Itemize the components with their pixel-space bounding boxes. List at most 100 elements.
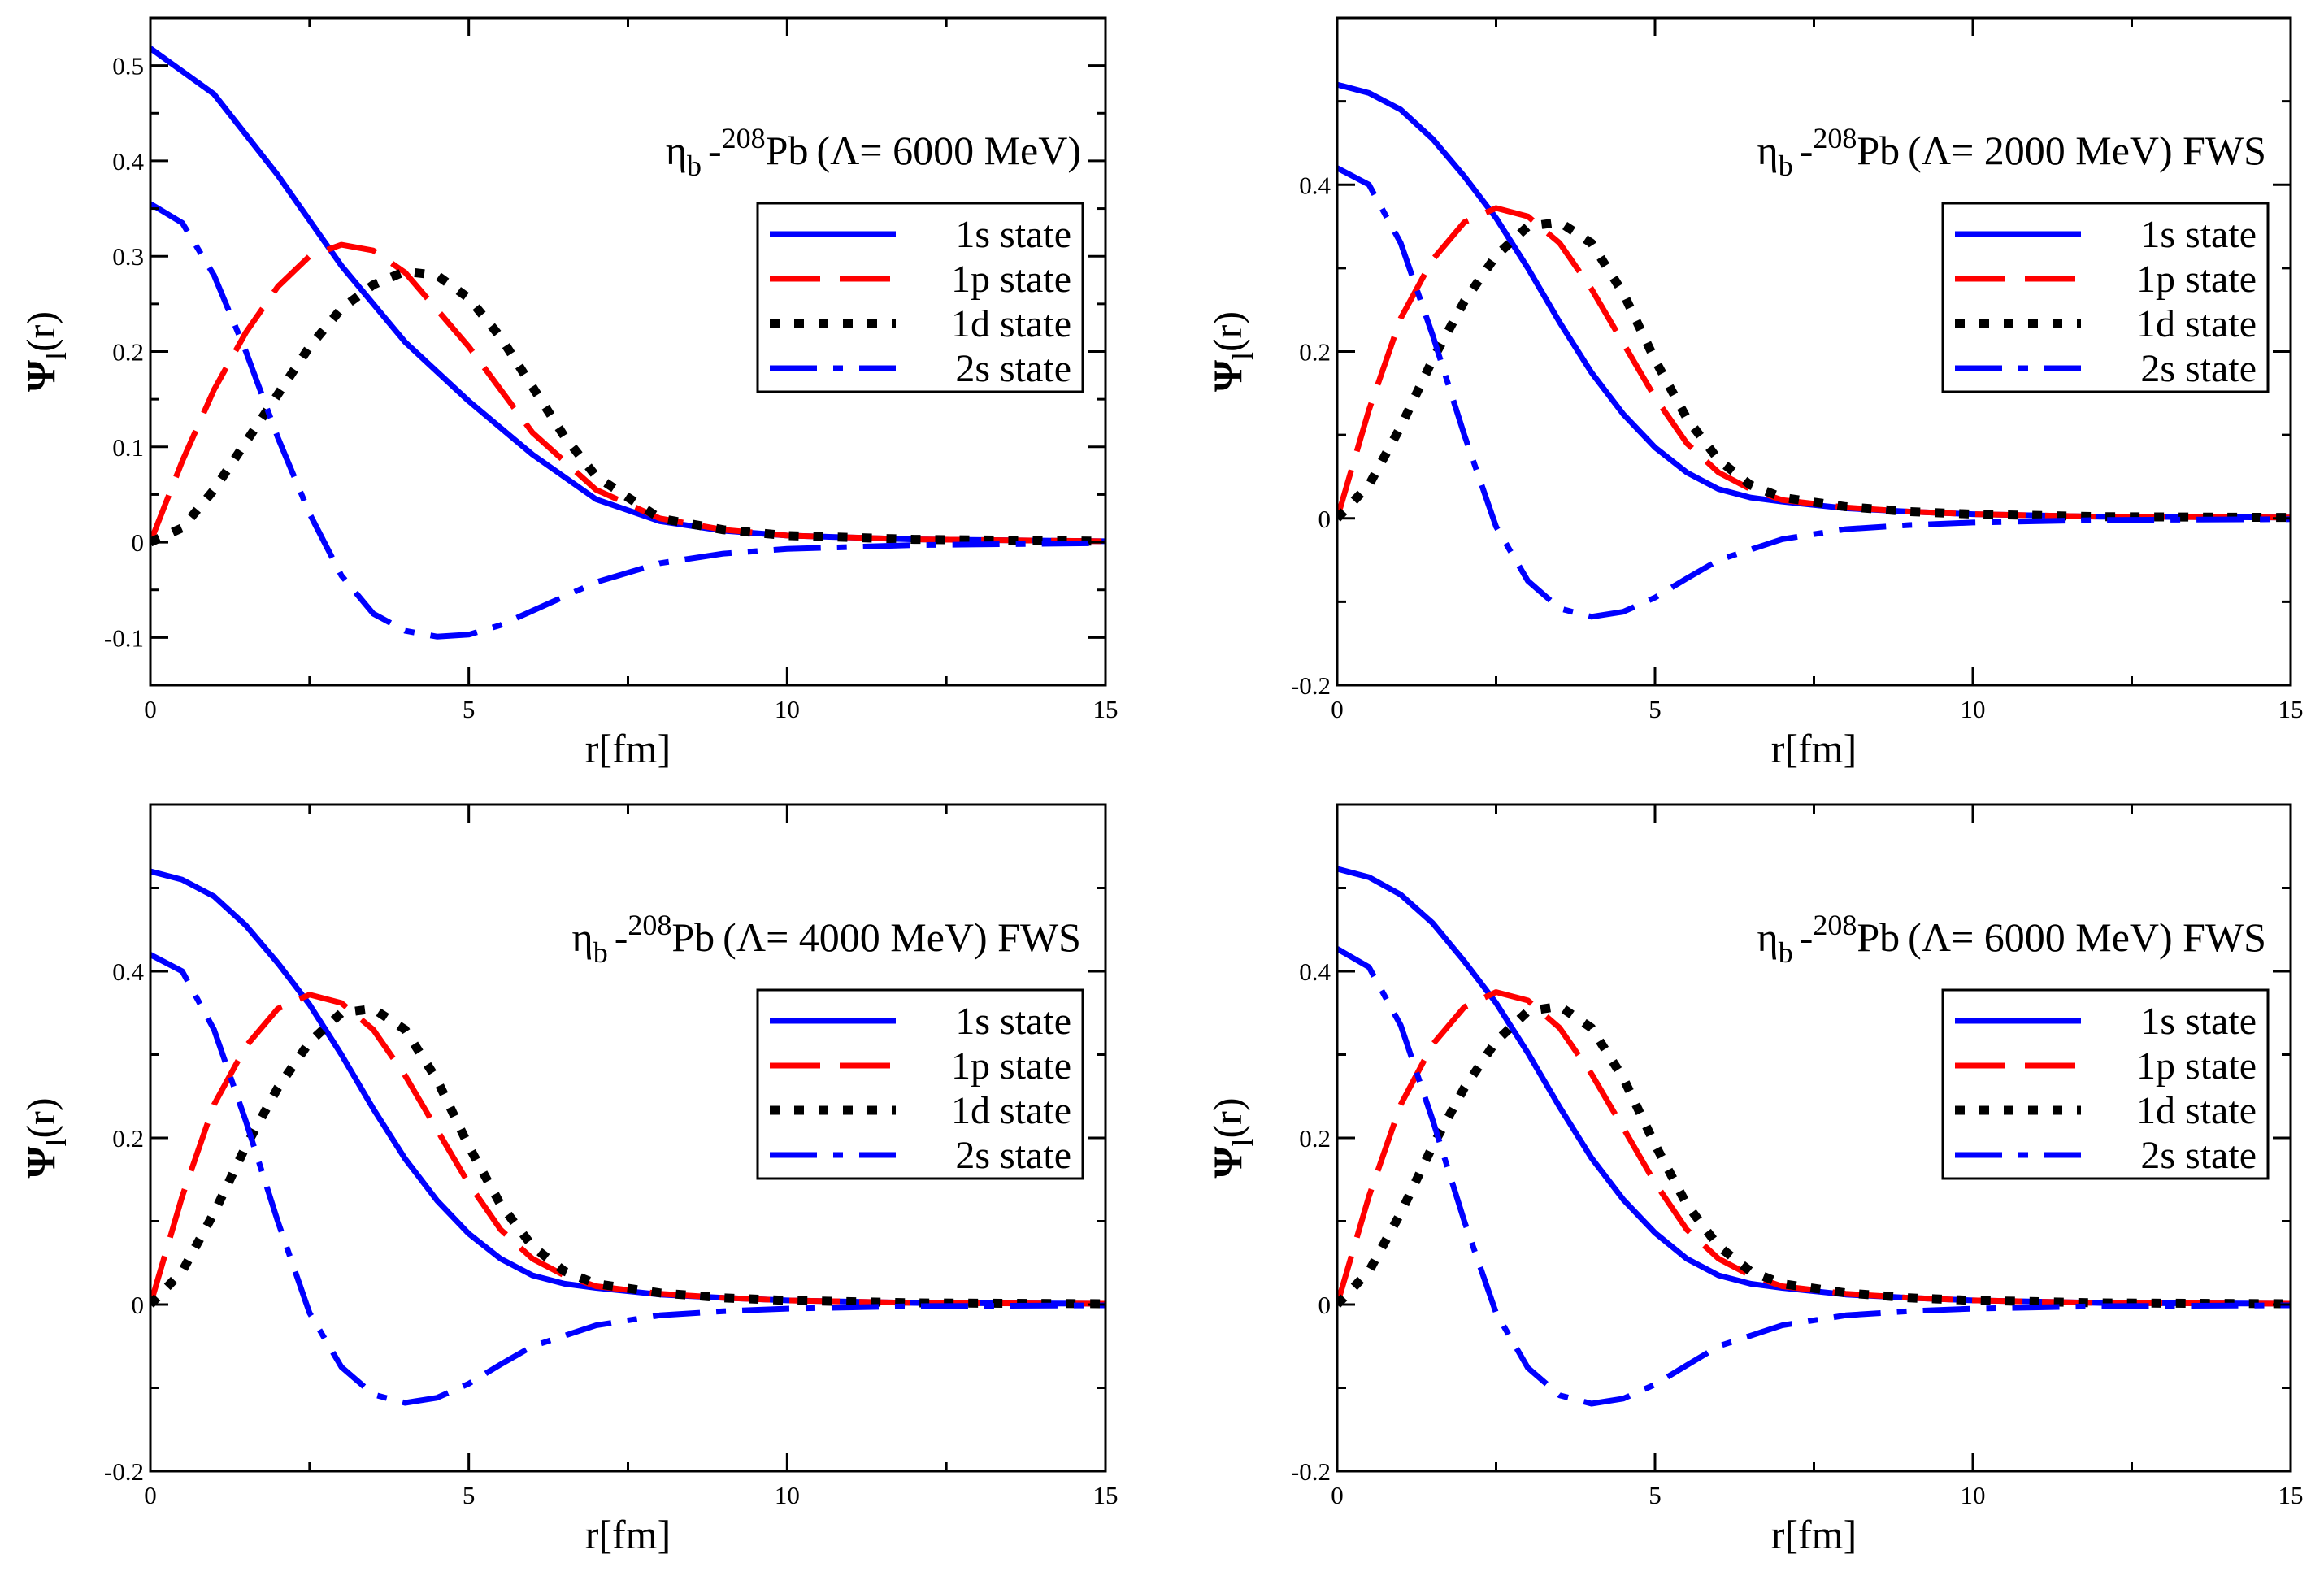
y-tick-label: 0	[1318, 1291, 1331, 1319]
legend-label: 1p state	[951, 258, 1071, 301]
y-tick-label: -0.2	[1291, 671, 1331, 700]
chart-title: ηb -208Pb (Λ= 4000 MeV) FWS	[572, 909, 1081, 969]
y-axis-label-main: Ψ	[1205, 1146, 1250, 1178]
x-tick-label: 10	[1961, 1481, 1986, 1509]
title-params: (Λ= 4000 MeV) FWS	[723, 914, 1081, 960]
series-line-2s-state	[1337, 946, 2291, 1407]
x-tick-label: 5	[463, 1481, 476, 1509]
series-line-2s-state	[150, 201, 1106, 640]
title-mass-number: 208	[722, 122, 766, 154]
title-particle-sub: b	[687, 150, 702, 182]
series-line-1s-state	[1337, 81, 2291, 521]
legend-label: 1d state	[951, 1089, 1071, 1132]
title-params: (Λ= 6000 MeV) FWS	[1908, 914, 2266, 960]
x-tick-label: 0	[1331, 695, 1344, 723]
y-tick-label: -0.2	[104, 1457, 144, 1486]
x-tick-label: 5	[1649, 1481, 1662, 1509]
x-tick-label: 10	[1961, 695, 1986, 723]
x-tick-label: 10	[775, 695, 800, 723]
title-mass-number: 208	[1813, 909, 1857, 941]
legend-label: 1p state	[2136, 1044, 2257, 1088]
x-axis-label: r[fm]	[585, 726, 671, 771]
title-nucleus: Pb	[1857, 128, 1900, 173]
y-axis-label: Ψl(r)	[1205, 1098, 1259, 1179]
y-axis-label-arg: (r)	[1205, 311, 1250, 352]
chart-title: ηb -208Pb (Λ= 6000 MeV)	[666, 122, 1081, 182]
y-tick-label: 0	[132, 1291, 145, 1319]
y-tick-label: 0.4	[1299, 957, 1331, 986]
y-tick-label: 0.3	[112, 242, 144, 271]
title-particle-sub: b	[1779, 150, 1793, 182]
chart-title: ηb -208Pb (Λ= 2000 MeV) FWS	[1757, 122, 2266, 182]
title-nucleus: Pb	[1857, 914, 1900, 960]
title-dash: -	[1800, 128, 1814, 173]
title-mass-number: 208	[628, 909, 671, 941]
x-tick-label: 15	[2278, 695, 2304, 723]
series-line-1d-state	[150, 267, 1106, 547]
chart-panel-1: 0 5 10 15-0.100.10.20.30.40.5r[fm]Ψl(r)ηb -2…	[18, 16, 1119, 771]
title-particle: η	[666, 128, 687, 173]
series-line-1s-state	[1337, 866, 2291, 1307]
series-line-1s-state	[150, 868, 1106, 1307]
series-line-2s-state	[150, 952, 1106, 1406]
legend-label: 1p state	[951, 1044, 1071, 1088]
title-mass-number: 208	[1813, 122, 1857, 154]
y-axis-label-main: Ψ	[1205, 360, 1250, 392]
title-dash: -	[615, 914, 628, 960]
x-tick-label: 5	[463, 695, 476, 723]
title-nucleus: Pb	[766, 128, 809, 173]
x-axis-label: r[fm]	[585, 1512, 671, 1557]
chart-title: ηb -208Pb (Λ= 6000 MeV) FWS	[1757, 909, 2266, 969]
title-particle-sub: b	[1779, 936, 1793, 969]
y-tick-label: -0.1	[104, 623, 144, 652]
y-axis-label-sub: l	[40, 1138, 72, 1146]
series-line-1p-state	[150, 992, 1106, 1307]
y-tick-label: 0.2	[1299, 338, 1331, 367]
x-tick-label: 15	[2278, 1481, 2304, 1509]
x-tick-label: 5	[1649, 695, 1662, 723]
x-axis-label: r[fm]	[1771, 726, 1857, 771]
series-line-2s-state	[1337, 165, 2291, 620]
y-axis-label-sub: l	[1227, 1138, 1259, 1146]
title-particle: η	[572, 914, 593, 960]
y-tick-label: 0	[1318, 505, 1331, 533]
y-axis-label: Ψl(r)	[1205, 311, 1259, 392]
legend-label: 1s state	[955, 1000, 1071, 1043]
x-tick-label: 0	[144, 1481, 157, 1509]
title-particle: η	[1757, 914, 1779, 960]
x-tick-label: 10	[775, 1481, 800, 1509]
x-axis-label: r[fm]	[1771, 1512, 1857, 1557]
y-axis-label-sub: l	[40, 352, 72, 360]
x-tick-label: 15	[1093, 695, 1119, 723]
legend-label: 1d state	[2136, 1089, 2257, 1132]
legend-label: 2s state	[955, 347, 1071, 390]
y-axis-label-arg: (r)	[18, 1098, 63, 1139]
title-particle-sub: b	[593, 936, 608, 969]
x-tick-label: 15	[1093, 1481, 1119, 1509]
x-tick-label: 0	[1331, 1481, 1344, 1509]
y-axis-label-main: Ψ	[18, 1146, 63, 1178]
y-axis-label-arg: (r)	[1205, 1098, 1250, 1139]
y-axis-label-arg: (r)	[18, 311, 63, 352]
y-tick-label: 0.2	[112, 1124, 144, 1153]
legend-label: 1p state	[2136, 258, 2257, 301]
y-tick-label: 0.5	[112, 52, 144, 80]
title-dash: -	[708, 128, 722, 173]
legend-label: 1s state	[2140, 213, 2257, 256]
title-params: (Λ= 2000 MeV) FWS	[1908, 128, 2266, 173]
y-axis-label: Ψl(r)	[18, 311, 72, 392]
legend-label: 1d state	[951, 302, 1071, 345]
series-line-1p-state	[1337, 989, 2291, 1307]
y-tick-label: 0.4	[112, 957, 144, 986]
y-axis-label-main: Ψ	[18, 360, 63, 392]
legend-label: 2s state	[2140, 1134, 2257, 1177]
y-axis-label-sub: l	[1227, 352, 1259, 360]
x-tick-label: 0	[144, 695, 157, 723]
legend-label: 1d state	[2136, 302, 2257, 345]
y-tick-label: 0	[132, 528, 145, 557]
chart-panel-4: 0 5 10 15-0.200.20.4r[fm]Ψl(r)ηb -208Pb (Λ= 6…	[1205, 803, 2304, 1557]
y-tick-label: 0.2	[112, 338, 144, 367]
